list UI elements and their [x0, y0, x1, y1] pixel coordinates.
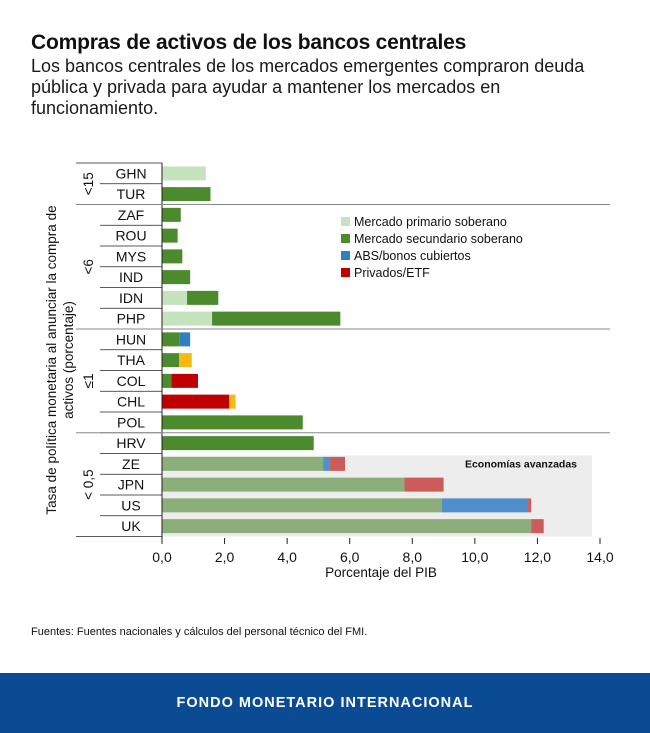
bar-col-series-3: [171, 373, 198, 388]
category-label-ze: ZE: [122, 456, 140, 472]
bar-us-series-1: [162, 498, 443, 513]
group-label-3: < 0,5: [81, 469, 96, 499]
legend-swatch-0: [341, 217, 350, 226]
category-label-tha: THA: [117, 352, 146, 368]
x-tick-label: 14,0: [586, 549, 613, 565]
bar-hrv-series-1: [162, 436, 314, 451]
bar-ghn-series-0: [162, 166, 206, 181]
bar-us-series-2: [442, 498, 529, 513]
legend-swatch-3: [341, 268, 350, 277]
x-tick-label: 10,0: [461, 549, 488, 565]
category-label-mys: MYS: [116, 248, 146, 264]
bar-tur-series-1: [162, 187, 211, 202]
bar-ze-series-1: [162, 456, 324, 471]
category-label-jpn: JPN: [118, 477, 144, 493]
bar-mys-series-1: [162, 249, 183, 264]
advanced-economies-label: Economías avanzadas: [465, 459, 577, 471]
category-label-tur: TUR: [117, 186, 146, 202]
chart-subtitle: Los bancos centrales de los mercados eme…: [31, 56, 585, 118]
x-tick-label: 6,0: [340, 549, 360, 565]
bar-us-series-3: [528, 498, 532, 513]
category-label-idn: IDN: [119, 290, 143, 306]
bar-uk-series-1: [162, 519, 532, 534]
bar-pol-series-1: [162, 415, 303, 430]
bar-chl-series-3: [162, 394, 230, 409]
category-label-zaf: ZAF: [118, 207, 144, 223]
chart-title: Compras de activos de los bancos central…: [31, 31, 467, 54]
category-label-us: US: [121, 497, 140, 513]
source-note: Fuentes: Fuentes nacionales y cálculos d…: [31, 626, 368, 638]
category-label-chl: CHL: [117, 394, 145, 410]
bar-tha-series-4: [179, 353, 192, 368]
bar-uk-series-3: [531, 519, 544, 534]
bar-rou-series-1: [162, 228, 178, 243]
category-label-hrv: HRV: [116, 435, 146, 451]
category-label-ind: IND: [119, 269, 143, 285]
bar-php-series-1: [212, 311, 341, 326]
bar-ze-series-3: [329, 456, 346, 471]
x-tick-label: 2,0: [215, 549, 235, 565]
legend-swatch-1: [341, 234, 350, 243]
bar-chl-series-4: [229, 394, 236, 409]
x-tick-label: 0,0: [152, 549, 172, 565]
bar-hun-series-2: [179, 332, 191, 347]
x-axis-label: Porcentaje del PIB: [325, 565, 437, 580]
legend-label-1: Mercado secundario soberano: [354, 232, 523, 246]
bar-hun-series-1: [162, 332, 180, 347]
group-label-2: ≤1: [81, 373, 96, 388]
x-tick-label: 8,0: [403, 549, 423, 565]
bar-col-series-1: [162, 373, 172, 388]
category-label-hun: HUN: [116, 331, 146, 347]
legend-label-2: ABS/bonos cubiertos: [354, 249, 471, 263]
bar-ind-series-1: [162, 270, 191, 285]
legend-label-0: Mercado primario soberano: [354, 215, 507, 229]
x-tick-label: 4,0: [277, 549, 297, 565]
bar-idn-series-0: [162, 290, 188, 305]
legend-label-3: Privados/ETF: [354, 266, 430, 280]
bar-jpn-series-1: [162, 477, 405, 492]
bar-jpn-series-3: [404, 477, 444, 492]
category-label-php: PHP: [117, 311, 146, 327]
x-tick-label: 12,0: [524, 549, 551, 565]
category-label-col: COL: [117, 373, 146, 389]
y-axis-label: Tasa de política monetaria al anunciar l…: [44, 205, 76, 514]
footer-banner: FONDO MONETARIO INTERNACIONAL: [0, 673, 650, 733]
category-label-rou: ROU: [115, 228, 146, 244]
bar-zaf-series-1: [162, 207, 181, 222]
bar-idn-series-1: [187, 290, 219, 305]
category-label-uk: UK: [121, 518, 141, 534]
bar-ze-series-2: [323, 456, 330, 471]
bar-php-series-0: [162, 311, 213, 326]
category-label-ghn: GHN: [115, 165, 146, 181]
bar-tha-series-1: [162, 353, 180, 368]
footer-org-name: FONDO MONETARIO INTERNACIONAL: [176, 695, 474, 711]
group-label-1: <6: [81, 259, 96, 274]
bar-chart: Economías avanzadas <15 <6 ≤1 < 0,5 GHN TUR ZAF…: [44, 162, 614, 580]
group-label-0: <15: [81, 172, 96, 195]
legend-swatch-2: [341, 251, 350, 260]
category-label-pol: POL: [117, 414, 145, 430]
